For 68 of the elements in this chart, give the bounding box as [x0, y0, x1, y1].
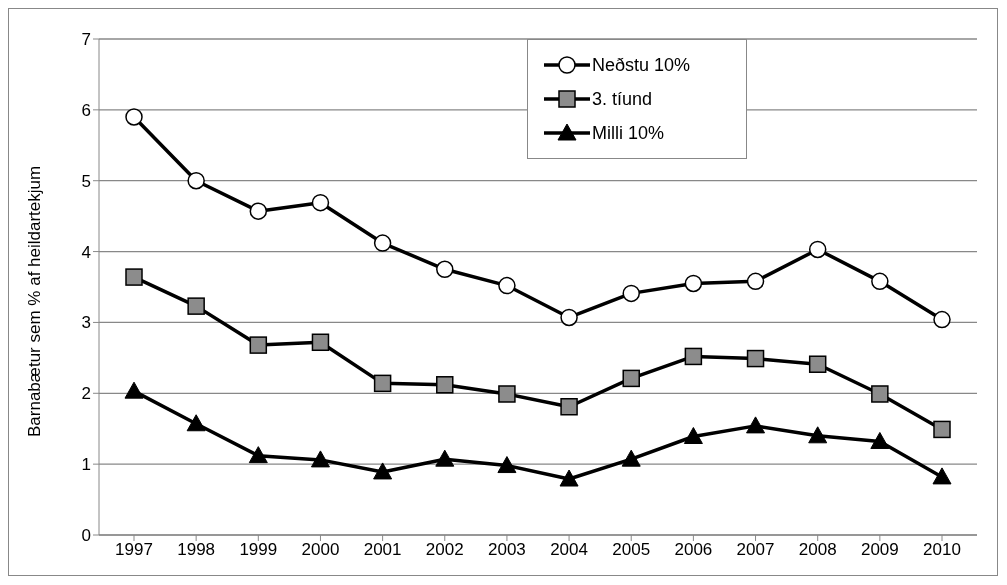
point — [933, 310, 951, 329]
point — [871, 272, 889, 291]
point — [436, 260, 454, 279]
point — [310, 450, 330, 468]
x-tick-label: 2002 — [425, 540, 464, 560]
x-tick-label: 2004 — [550, 540, 588, 560]
point — [871, 385, 889, 403]
point — [622, 369, 640, 388]
point — [870, 431, 890, 449]
point — [373, 374, 392, 393]
y-tick-label: 3 — [81, 313, 91, 333]
x-tick-label: 2010 — [923, 540, 961, 560]
legend-label: 3. tíund — [592, 88, 653, 110]
legend-label: Neðstu 10% — [592, 54, 691, 76]
point — [248, 446, 268, 464]
point — [622, 284, 640, 303]
y-tick-label: 1 — [81, 455, 91, 475]
x-tick-label: 2000 — [301, 540, 340, 560]
point — [373, 234, 392, 252]
x-tick-label: 2005 — [612, 540, 651, 560]
x-tick-label: 2006 — [674, 540, 713, 560]
x-tick-label: 1999 — [239, 540, 278, 560]
y-axis-title: Barnabætur sem % af heildartekjum — [25, 165, 45, 437]
point — [436, 376, 454, 394]
point — [684, 347, 703, 366]
point — [187, 297, 205, 315]
point — [125, 268, 143, 286]
point — [498, 276, 516, 295]
x-tick-label: 1998 — [177, 540, 216, 560]
point — [373, 462, 393, 480]
y-tick-label: 6 — [81, 100, 91, 120]
point — [186, 414, 206, 432]
y-tick-label: 2 — [81, 384, 91, 404]
x-tick-label: 1997 — [115, 540, 153, 560]
point — [125, 108, 143, 126]
point — [683, 427, 703, 445]
point — [560, 398, 578, 416]
x-tick-label: 2007 — [736, 540, 775, 560]
x-tick-label: 2003 — [488, 540, 526, 560]
point — [497, 456, 517, 474]
point — [746, 349, 765, 368]
point — [808, 426, 828, 444]
x-tick-label: 2009 — [860, 540, 899, 560]
x-tick-label: 2001 — [363, 540, 402, 560]
point — [746, 272, 765, 291]
point — [933, 420, 951, 439]
point — [684, 274, 703, 293]
point — [435, 449, 455, 467]
y-tick-label: 4 — [81, 242, 91, 262]
point — [932, 467, 952, 485]
y-tick-label: 0 — [81, 526, 91, 546]
point — [808, 355, 827, 373]
point — [498, 385, 516, 403]
point — [808, 240, 827, 259]
point — [124, 381, 144, 399]
point — [311, 333, 330, 352]
y-tick-label: 7 — [81, 30, 91, 50]
y-tick-label: 5 — [81, 171, 91, 191]
point — [249, 336, 268, 354]
point — [746, 416, 766, 434]
point — [311, 193, 330, 212]
point — [621, 449, 641, 467]
point — [560, 308, 578, 327]
x-tick-label: 2008 — [798, 540, 837, 560]
point — [559, 469, 579, 487]
point — [249, 202, 268, 220]
point — [187, 171, 205, 190]
legend-label: Milli 10% — [592, 122, 665, 144]
